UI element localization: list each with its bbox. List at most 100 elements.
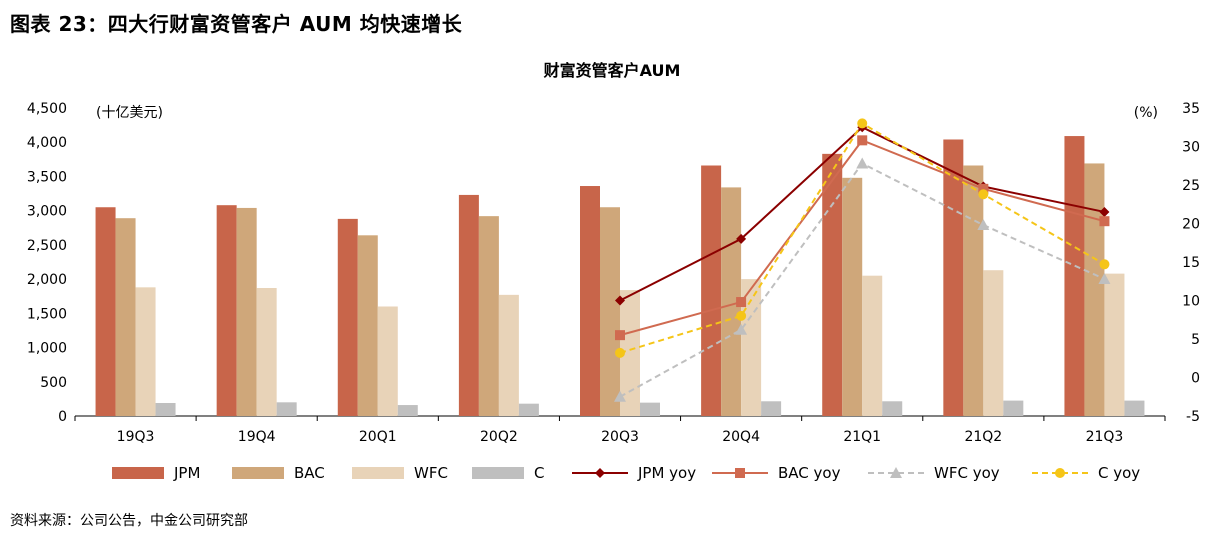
point-jpm-yoy-20q3 (615, 295, 625, 306)
legend-swatch-jpm (112, 467, 164, 479)
y2-tick-label: 25 (1182, 178, 1200, 194)
y-tick-label: 1,000 (27, 341, 67, 357)
x-tick-label: 19Q4 (238, 429, 276, 445)
y2-tick-label: 20 (1182, 217, 1200, 233)
x-tick-label: 20Q4 (722, 429, 760, 445)
y2-tick-label: -5 (1186, 409, 1200, 425)
bar-bac-21q2 (963, 165, 984, 416)
bar-wfc-20q1 (377, 306, 398, 416)
legend-label-bac-yoy: BAC yoy (778, 464, 841, 482)
right-axis-unit: (%) (1134, 105, 1158, 121)
bar-bac-21q1 (842, 177, 863, 416)
y2-tick-label: 5 (1191, 332, 1200, 348)
line-layer (614, 118, 1111, 402)
bar-wfc-21q3 (1104, 273, 1125, 416)
bar-jpm-19q4 (216, 205, 237, 416)
bar-jpm-20q1 (337, 218, 358, 416)
point-c-yoy-21q1 (857, 118, 868, 129)
point-wfc-yoy-21q2 (977, 219, 990, 231)
point-c-yoy-21q2 (978, 189, 989, 200)
bar-jpm-21q3 (1064, 136, 1085, 416)
legend-marker-jpm-yoy (595, 468, 605, 478)
bar-bac-19q4 (236, 207, 257, 416)
bar-jpm-20q3 (580, 186, 600, 416)
left-axis: 0 500 1,000 1,500 2,000 2,500 3,000 3,500 4,000 4… (27, 101, 67, 425)
bar-bac-20q3 (600, 207, 620, 416)
legend-marker-c-yoy (1055, 468, 1065, 478)
bar-bac-20q2 (478, 216, 499, 416)
bar-layer (95, 136, 1145, 417)
right-axis: -5 0 5 10 15 20 25 30 35 (1182, 101, 1200, 425)
bar-jpm-20q4 (701, 165, 722, 416)
legend-swatch-c (472, 467, 524, 479)
bar-wfc-19q3 (135, 287, 156, 416)
bar-c-21q1 (882, 401, 903, 416)
bar-c-20q1 (397, 405, 418, 416)
legend-label-c-yoy: C yoy (1098, 464, 1140, 482)
bar-c-20q2 (518, 403, 539, 416)
point-c-yoy-20q4 (736, 310, 747, 321)
y2-tick-label: 30 (1182, 140, 1200, 156)
x-tick-label: 21Q1 (843, 429, 881, 445)
legend-label-c: C (534, 464, 544, 482)
point-c-yoy-20q3 (615, 347, 625, 358)
bar-wfc-21q2 (983, 270, 1004, 416)
bar-jpm-21q1 (822, 153, 843, 416)
bar-c-20q4 (761, 401, 782, 416)
y-tick-label: 0 (58, 409, 67, 425)
y-tick-label: 500 (40, 375, 67, 391)
x-tick-label: 20Q2 (480, 429, 518, 445)
y2-tick-label: 15 (1182, 255, 1200, 271)
bar-wfc-20q4 (741, 279, 762, 416)
point-wfc-yoy-21q1 (856, 157, 869, 169)
legend-label-wfc-yoy: WFC yoy (934, 464, 1000, 482)
left-axis-unit: (十亿美元) (96, 105, 163, 121)
legend-label-jpm: JPM (173, 464, 200, 482)
legend-label-bac: BAC (294, 464, 325, 482)
y-tick-label: 3,500 (27, 169, 67, 185)
point-wfc-yoy-20q3 (614, 390, 626, 402)
legend-label-wfc: WFC (414, 464, 448, 482)
bar-wfc-20q3 (620, 290, 640, 416)
y-tick-label: 2,000 (27, 272, 67, 288)
bar-jpm-19q3 (95, 207, 116, 416)
bar-c-19q4 (276, 402, 297, 416)
bar-c-20q3 (640, 402, 660, 416)
y2-tick-label: 35 (1182, 101, 1200, 117)
point-bac-yoy-21q3 (1099, 216, 1110, 227)
bar-wfc-21q1 (862, 275, 883, 416)
y-tick-label: 3,000 (27, 204, 67, 220)
bar-bac-21q3 (1084, 163, 1105, 416)
x-tick-label: 19Q3 (117, 429, 155, 445)
y-tick-label: 4,500 (27, 101, 67, 117)
point-wfc-yoy-21q3 (1098, 272, 1111, 284)
point-bac-yoy-20q4 (736, 297, 747, 308)
source-note: 资料来源：公司公告，中金公司研究部 (10, 513, 248, 529)
bar-c-21q2 (1003, 400, 1024, 416)
x-tick-label: 21Q3 (1086, 429, 1124, 445)
bar-jpm-21q2 (943, 139, 964, 417)
bar-bac-20q1 (357, 235, 378, 416)
bar-wfc-20q2 (498, 294, 519, 416)
legend-swatch-wfc (352, 467, 404, 479)
y2-tick-label: 0 (1191, 371, 1200, 387)
y2-tick-label: 10 (1182, 294, 1200, 310)
point-jpm-yoy-21q3 (1099, 206, 1110, 217)
legend-swatch-bac (232, 467, 284, 479)
chart-title: 财富资管客户AUM (543, 61, 681, 80)
point-jpm-yoy-20q4 (736, 233, 747, 244)
y-tick-label: 4,000 (27, 135, 67, 151)
x-tick-label: 20Q1 (359, 429, 397, 445)
bar-jpm-20q2 (458, 194, 479, 416)
bar-c-19q3 (155, 402, 176, 416)
x-tick-label: 21Q2 (964, 429, 1002, 445)
legend-marker-wfc-yoy (890, 467, 902, 478)
y-tick-label: 1,500 (27, 306, 67, 322)
point-wfc-yoy-20q4 (735, 323, 748, 335)
bar-bac-20q4 (721, 187, 742, 416)
point-bac-yoy-20q3 (615, 330, 625, 341)
point-bac-yoy-21q2 (978, 183, 989, 194)
x-tick-label: 20Q3 (601, 429, 639, 445)
legend-marker-bac-yoy (735, 468, 745, 478)
